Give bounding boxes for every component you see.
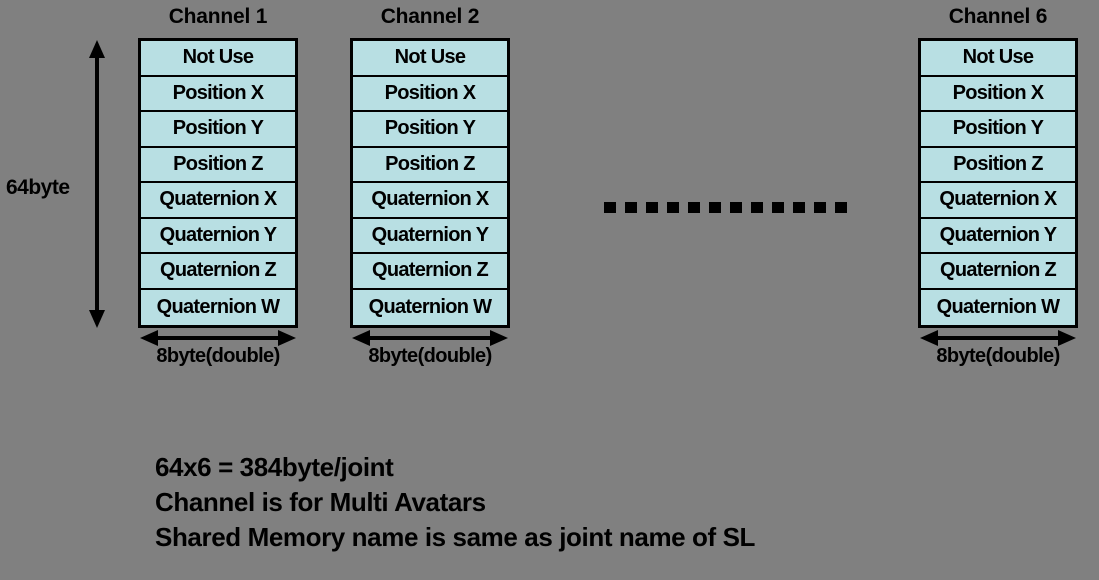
channel-table: Not Use Position X Position Y Position Z Qua… (918, 38, 1078, 328)
memory-field-cell: Position Y (141, 112, 295, 148)
ellipsis-dash (793, 202, 805, 213)
note-line: Shared Memory name is same as joint name… (155, 522, 756, 552)
memory-field-cell: Quaternion X (921, 183, 1075, 219)
memory-field-cell: Quaternion Z (353, 254, 507, 290)
horizontal-dashed-ellipsis-icon (604, 202, 847, 213)
notes-block: 64x6 = 384byte/joint Channel is for Multi… (155, 450, 755, 555)
memory-field-cell: Quaternion Z (141, 254, 295, 290)
memory-field-cell: Position Z (141, 147, 295, 183)
memory-field-cell: Quaternion X (141, 183, 295, 219)
vertical-double-arrow-icon (86, 40, 108, 328)
memory-field-cell: Quaternion Y (353, 218, 507, 254)
memory-field-cell: Position X (921, 76, 1075, 112)
ellipsis-dash (835, 202, 847, 213)
memory-field-cell: Quaternion W (353, 289, 507, 325)
memory-field-cell: Not Use (921, 41, 1075, 77)
memory-field-cell: Quaternion W (141, 289, 295, 325)
horizontal-double-arrow-icon (140, 329, 296, 347)
ellipsis-dash (667, 202, 679, 213)
ellipsis-dash (625, 202, 637, 213)
ellipsis-dash (751, 202, 763, 213)
memory-field-cell: Position Y (921, 112, 1075, 148)
memory-field-cell: Quaternion Y (141, 218, 295, 254)
ellipsis-dash (688, 202, 700, 213)
channel-table: Not Use Position X Position Y Position Z Qua… (138, 38, 298, 328)
memory-field-cell: Not Use (353, 41, 507, 77)
ellipsis-dash (709, 202, 721, 213)
memory-field-cell: Quaternion W (921, 289, 1075, 325)
ellipsis-dash (646, 202, 658, 213)
horizontal-double-arrow-icon (352, 329, 508, 347)
memory-field-cell: Position Z (921, 147, 1075, 183)
channel-table: Not Use Position X Position Y Position Z Qua… (350, 38, 510, 328)
ellipsis-dash (730, 202, 742, 213)
horizontal-double-arrow-icon (920, 329, 1076, 347)
channel-width-label: 8byte(double) (936, 345, 1060, 367)
channel-title: Channel 2 (380, 5, 480, 28)
memory-field-cell: Quaternion Z (921, 254, 1075, 290)
memory-field-cell: Not Use (141, 41, 295, 77)
channel-width-label: 8byte(double) (156, 345, 280, 367)
channel-title: Channel 1 (168, 5, 268, 28)
channel-title: Channel 6 (948, 5, 1048, 28)
memory-field-cell: Position X (141, 76, 295, 112)
note-line: Channel is for Multi Avatars (155, 487, 486, 517)
ellipsis-dash (772, 202, 784, 213)
memory-field-cell: Position X (353, 76, 507, 112)
ellipsis-dash (814, 202, 826, 213)
ellipsis-dash (604, 202, 616, 213)
height-measure-label: 64byte (6, 176, 70, 199)
memory-field-cell: Position Y (353, 112, 507, 148)
note-line: 64x6 = 384byte/joint (155, 452, 394, 482)
memory-field-cell: Quaternion X (353, 183, 507, 219)
channel-width-label: 8byte(double) (368, 345, 492, 367)
memory-field-cell: Quaternion Y (921, 218, 1075, 254)
memory-field-cell: Position Z (353, 147, 507, 183)
